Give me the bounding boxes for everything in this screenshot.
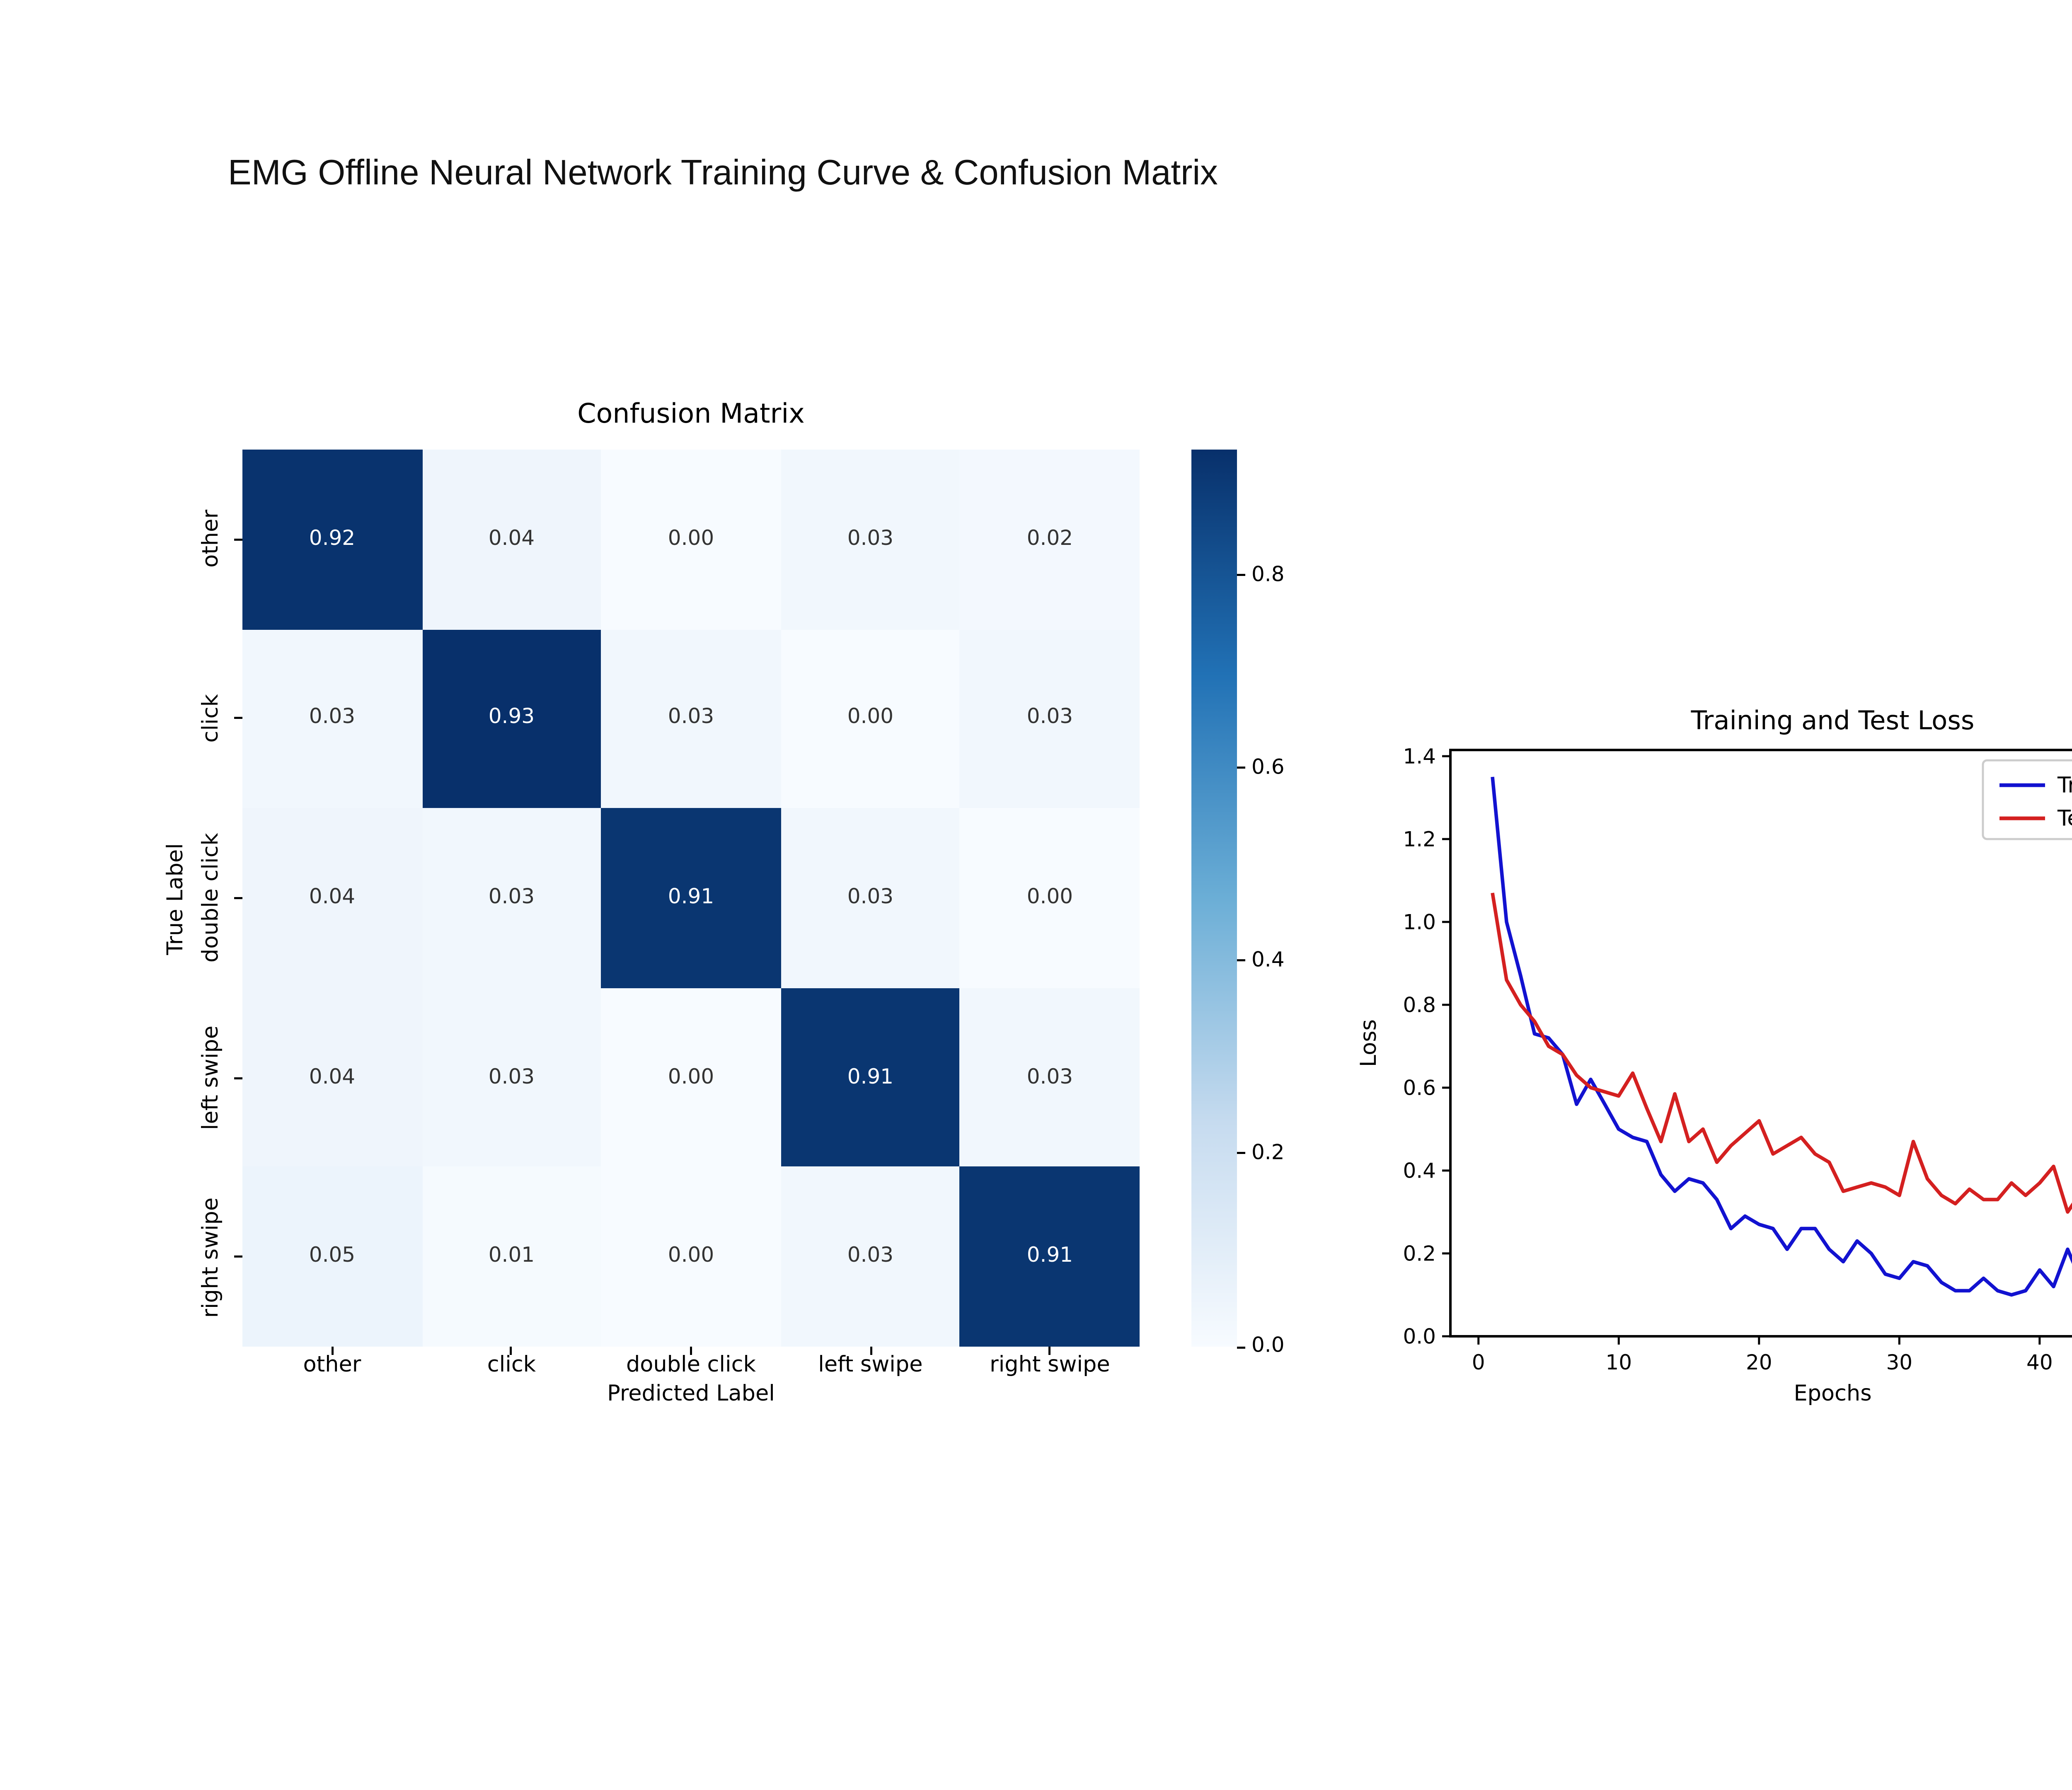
- cm-cell-click-double-click: 0.03: [601, 629, 781, 808]
- cm-row-tick: [234, 1255, 242, 1258]
- colorbar-tick: [1237, 1345, 1245, 1348]
- cm-col-label-right-swipe: right swipe: [990, 1353, 1110, 1378]
- cm-col-tick: [331, 1347, 333, 1355]
- cm-cell-left-swipe-other: 0.04: [242, 987, 422, 1167]
- cm-cell-left-swipe-double-click: 0.00: [601, 987, 781, 1167]
- cm-cell-double-click-right-swipe: 0.00: [960, 808, 1140, 988]
- x-tick-label: 10: [1605, 1350, 1632, 1374]
- y-tick-label: 0.4: [1403, 1159, 1436, 1183]
- training-loss-line: [1491, 776, 2072, 1297]
- cm-cell-double-click-other: 0.04: [242, 808, 422, 988]
- x-axis-label: Epochs: [1794, 1381, 1871, 1406]
- colorbar-tick: [1237, 960, 1245, 962]
- colorbar-tick-label: 0.2: [1251, 1142, 1285, 1165]
- cm-cell-double-click-double-click: 0.91: [601, 808, 781, 988]
- cm-cell-double-click-left-swipe: 0.03: [780, 808, 960, 988]
- confusion-matrix-ylabel: True Label: [164, 842, 189, 954]
- cm-cell-other-other: 0.92: [242, 450, 422, 629]
- confusion-matrix-title: Confusion Matrix: [577, 400, 805, 431]
- confusion-matrix-xlabel: Predicted Label: [607, 1382, 775, 1407]
- cm-col-tick: [690, 1347, 692, 1355]
- colorbar-tick: [1237, 767, 1245, 769]
- legend-label: Training Loss: [2057, 773, 2072, 798]
- cm-col-label-double-click: double click: [626, 1353, 756, 1378]
- cm-col-tick: [510, 1347, 513, 1355]
- cm-cell-right-swipe-other: 0.05: [242, 1167, 422, 1347]
- colorbar-tick: [1237, 1152, 1245, 1155]
- x-tick-label: 0: [1472, 1350, 1485, 1374]
- x-tick-label: 20: [1746, 1350, 1772, 1374]
- confusion-matrix-grid: 0.92 0.04 0.00 0.03 0.02 0.03 0.93 0.03 0.00 0.03…: [242, 450, 1140, 1347]
- cm-cell-other-click: 0.04: [421, 450, 601, 629]
- cm-col-label-click: click: [487, 1353, 536, 1378]
- cm-cell-click-right-swipe: 0.03: [960, 629, 1140, 808]
- colorbar-tick-label: 0.0: [1251, 1335, 1285, 1358]
- cm-row-tick: [234, 897, 242, 899]
- colorbar-tick-label: 0.6: [1251, 756, 1285, 779]
- cm-col-label-left-swipe: left swipe: [818, 1353, 923, 1378]
- cm-cell-double-click-click: 0.03: [421, 808, 601, 988]
- colorbar: [1191, 450, 1237, 1347]
- cm-row-label-other: other: [199, 510, 224, 568]
- x-tick-label: 30: [1886, 1350, 1912, 1374]
- cm-cell-right-swipe-left-swipe: 0.03: [780, 1167, 960, 1347]
- y-tick-label: 0.0: [1403, 1325, 1436, 1349]
- y-tick-label: 1.0: [1403, 910, 1436, 934]
- cm-row-label-double-click: double click: [199, 833, 224, 963]
- y-tick-label: 0.6: [1403, 1076, 1436, 1100]
- cm-cell-right-swipe-right-swipe: 0.91: [960, 1167, 1140, 1347]
- page-title: EMG Offline Neural Network Training Curv…: [228, 153, 1218, 193]
- cm-col-tick: [1048, 1347, 1051, 1355]
- y-tick-label: 1.4: [1403, 745, 1436, 769]
- cm-cell-other-double-click: 0.00: [601, 450, 781, 629]
- y-tick-label: 1.2: [1403, 827, 1436, 851]
- x-tick-label: 40: [2026, 1350, 2053, 1374]
- cm-cell-click-other: 0.03: [242, 629, 422, 808]
- cm-col-tick: [869, 1347, 871, 1355]
- colorbar-tick: [1237, 574, 1245, 576]
- y-axis-label: Loss: [1356, 1019, 1381, 1067]
- cm-cell-left-swipe-left-swipe: 0.91: [780, 987, 960, 1167]
- loss-chart: Training and Test Loss 0.0 0.2 0.4 0.6 0.8 1.0…: [1356, 705, 2072, 1406]
- test-loss-line: [1491, 893, 2072, 1214]
- cm-row-label-right-swipe: right swipe: [199, 1197, 224, 1317]
- cm-row-tick: [234, 538, 242, 540]
- cm-cell-left-swipe-right-swipe: 0.03: [960, 987, 1140, 1167]
- cm-row-label-left-swipe: left swipe: [199, 1025, 224, 1130]
- colorbar-tick-label: 0.4: [1251, 949, 1285, 972]
- cm-cell-other-right-swipe: 0.02: [960, 450, 1140, 629]
- cm-cell-left-swipe-click: 0.03: [421, 987, 601, 1167]
- cm-cell-click-left-swipe: 0.00: [780, 629, 960, 808]
- cm-cell-right-swipe-double-click: 0.00: [601, 1167, 781, 1347]
- chart-title: Training and Test Loss: [1691, 705, 1975, 735]
- plot-area: [1449, 749, 2072, 1338]
- y-tick-label: 0.8: [1403, 993, 1436, 1017]
- cm-cell-other-left-swipe: 0.03: [780, 450, 960, 629]
- cm-row-tick: [234, 717, 242, 720]
- cm-cell-click-click: 0.93: [421, 629, 601, 808]
- cm-col-label-other: other: [303, 1353, 361, 1378]
- cm-cell-right-swipe-click: 0.01: [421, 1167, 601, 1347]
- legend-label: Test Loss: [2057, 806, 2072, 831]
- cm-row-tick: [234, 1076, 242, 1079]
- colorbar-tick-label: 0.8: [1251, 564, 1285, 587]
- cm-row-label-click: click: [199, 694, 224, 743]
- y-tick-label: 0.2: [1403, 1242, 1436, 1266]
